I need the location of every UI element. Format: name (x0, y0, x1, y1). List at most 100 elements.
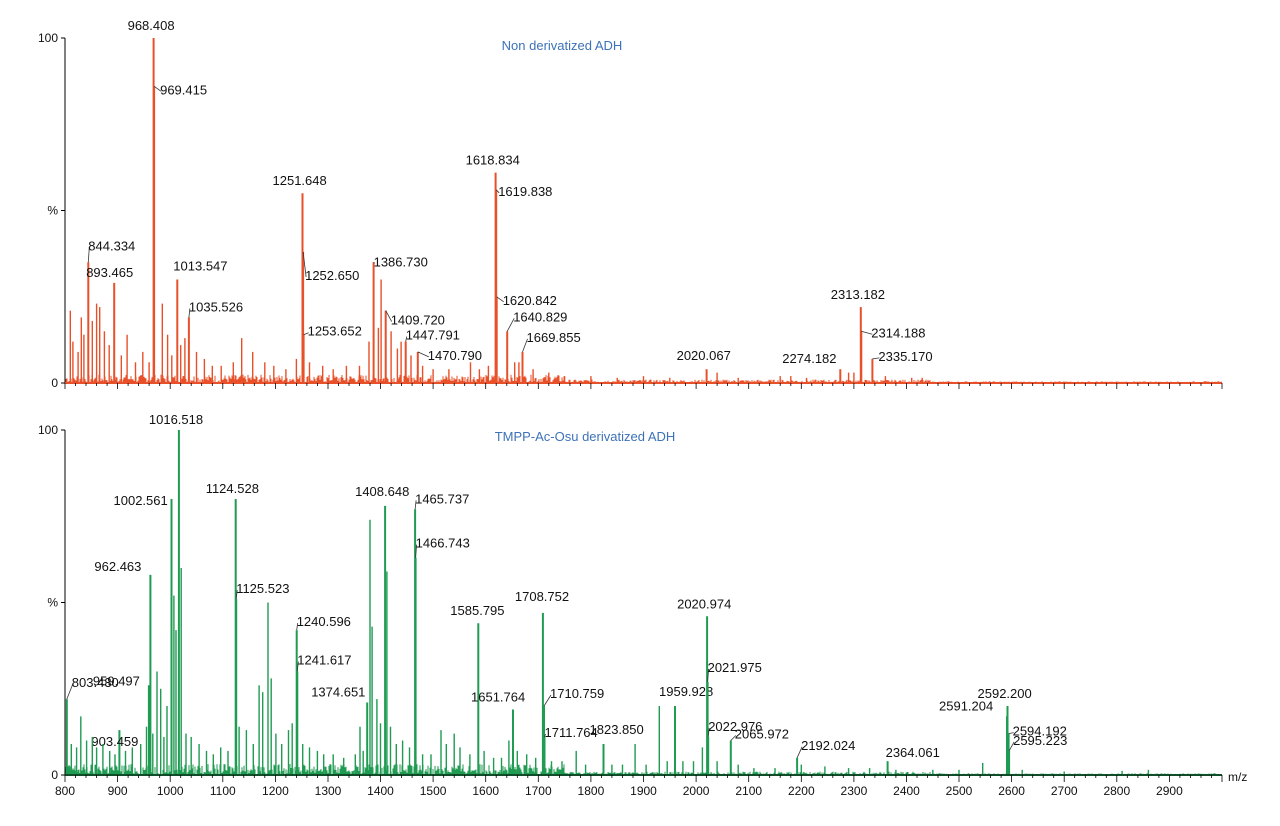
peak-label: 803.430 (72, 675, 119, 690)
peak-label: 1708.752 (515, 589, 569, 604)
peak-label-leader (296, 623, 299, 631)
peak-label: 1823.850 (590, 722, 644, 737)
peak-label: 2020.974 (677, 596, 731, 611)
y-tick-label: 100 (38, 423, 58, 437)
x-tick-label: 2000 (683, 784, 710, 798)
y-tick-label: % (47, 596, 58, 610)
peak-label: 962.463 (94, 559, 141, 574)
x-tick-label: 1300 (315, 784, 342, 798)
peak-label-leader (87, 247, 90, 263)
peak-label-leader (707, 668, 709, 682)
peak-label: 2065.972 (735, 727, 789, 742)
peak-label-leader (1008, 741, 1015, 752)
peak-label: 1386.730 (374, 254, 428, 269)
peak-label: 1447.791 (406, 328, 460, 343)
peak-label: 1002.561 (114, 493, 168, 508)
peak-label: 1374.651 (311, 685, 365, 700)
x-tick-label: 1800 (578, 784, 605, 798)
x-tick-label: 800 (55, 784, 75, 798)
peak-label-leader (296, 661, 299, 672)
peak-label: 1640.829 (513, 309, 567, 324)
x-tick-label: 1700 (525, 784, 552, 798)
peak-label: 1035.526 (189, 299, 243, 314)
y-tick-label: % (47, 204, 58, 218)
peak-label: 969.415 (160, 82, 207, 97)
peak-label: 1466.743 (416, 536, 470, 551)
peak-label-leader (235, 589, 238, 600)
peak-label: 1620.842 (503, 293, 557, 308)
peak-label-leader (66, 683, 74, 700)
peak-label-leader (302, 251, 307, 277)
peak-label: 893.465 (86, 265, 133, 280)
peak-label: 1669.855 (527, 330, 581, 345)
peak-label: 1959.928 (659, 684, 713, 699)
peak-label: 1240.596 (297, 614, 351, 629)
peak-label: 2364.061 (886, 745, 940, 760)
panel-title: Non derivatized ADH (502, 38, 623, 53)
peak-label-leader (707, 727, 710, 738)
x-tick-label: 1600 (472, 784, 499, 798)
x-axis-label: m/z (1228, 770, 1247, 784)
y-tick-label: 0 (51, 376, 58, 390)
peak-label-leader (188, 308, 191, 318)
x-tick-label: 2100 (735, 784, 762, 798)
x-tick-label: 2400 (893, 784, 920, 798)
x-tick-label: 2200 (788, 784, 815, 798)
peak-label: 2313.182 (831, 287, 885, 302)
peak-label-leader (506, 318, 515, 332)
x-tick-label: 1900 (630, 784, 657, 798)
peak-label: 2020.067 (677, 348, 731, 363)
peak-label: 2274.182 (782, 351, 836, 366)
x-tick-label: 1500 (420, 784, 447, 798)
peak-label: 1618.834 (466, 153, 520, 168)
peak-label-leader (522, 338, 528, 353)
peak-label: 1125.523 (236, 581, 289, 596)
peak-label-leader (496, 296, 504, 303)
peak-label: 2595.223 (1013, 733, 1067, 748)
panel-tmpp-derivatized: 100% 0 1016.518 1002.561 962.463 959.497803.4… (38, 412, 1222, 782)
peak-label: 2314.188 (871, 325, 925, 340)
peak-label-leader (405, 336, 408, 342)
x-tick-label: 2900 (1156, 784, 1183, 798)
peak-label-leader (730, 735, 737, 741)
peak-label: 2591.204 (939, 698, 993, 713)
y-tick-label: 100 (38, 31, 58, 45)
peak-label: 1124.528 (206, 481, 259, 496)
y-tick-label: 0 (51, 768, 58, 782)
x-tick-label: 2800 (1103, 784, 1130, 798)
x-tick-label: 2300 (841, 784, 868, 798)
x-tick-label: 1200 (262, 784, 289, 798)
peak-label: 1251.648 (273, 173, 327, 188)
x-tick-label: 2600 (998, 784, 1025, 798)
peak-label: 844.334 (88, 238, 135, 253)
peak-label: 1470.790 (428, 348, 482, 363)
peak-label-leader (385, 310, 393, 322)
peak-label: 2022.976 (708, 719, 762, 734)
peak-label: 1651.764 (471, 690, 525, 705)
peak-label-leader (796, 746, 803, 758)
x-tick-label: 1100 (210, 784, 236, 798)
peak-label: 1585.795 (450, 603, 504, 618)
peak-label: 1408.648 (355, 484, 409, 499)
peak-label-leader (417, 351, 429, 358)
peak-label: 1241.617 (297, 653, 351, 668)
peak-label: 2592.200 (978, 686, 1032, 701)
peak-label-leader (1008, 732, 1014, 734)
peak-label-leader (153, 85, 162, 92)
peak-label: 903.459 (91, 734, 138, 749)
peak-label: 2021.975 (708, 660, 762, 675)
x-tick-label: 1000 (157, 784, 184, 798)
peak-label: 2335.170 (878, 349, 932, 364)
peak-label: 1465.737 (415, 491, 469, 506)
peak-label-leader (495, 189, 500, 194)
peak-label-leader (544, 733, 546, 738)
peak-label-leader (414, 500, 417, 510)
peak-label-leader (872, 357, 880, 360)
x-tick-label: 900 (108, 784, 128, 798)
peak-label-leader (415, 544, 417, 558)
peak-label: 1711.764 (545, 725, 598, 740)
peak-label-leader (861, 330, 873, 335)
peak-label: 1253.652 (308, 324, 362, 339)
peak-label: 1252.650 (305, 268, 359, 283)
x-tick-label: 1400 (367, 784, 394, 798)
